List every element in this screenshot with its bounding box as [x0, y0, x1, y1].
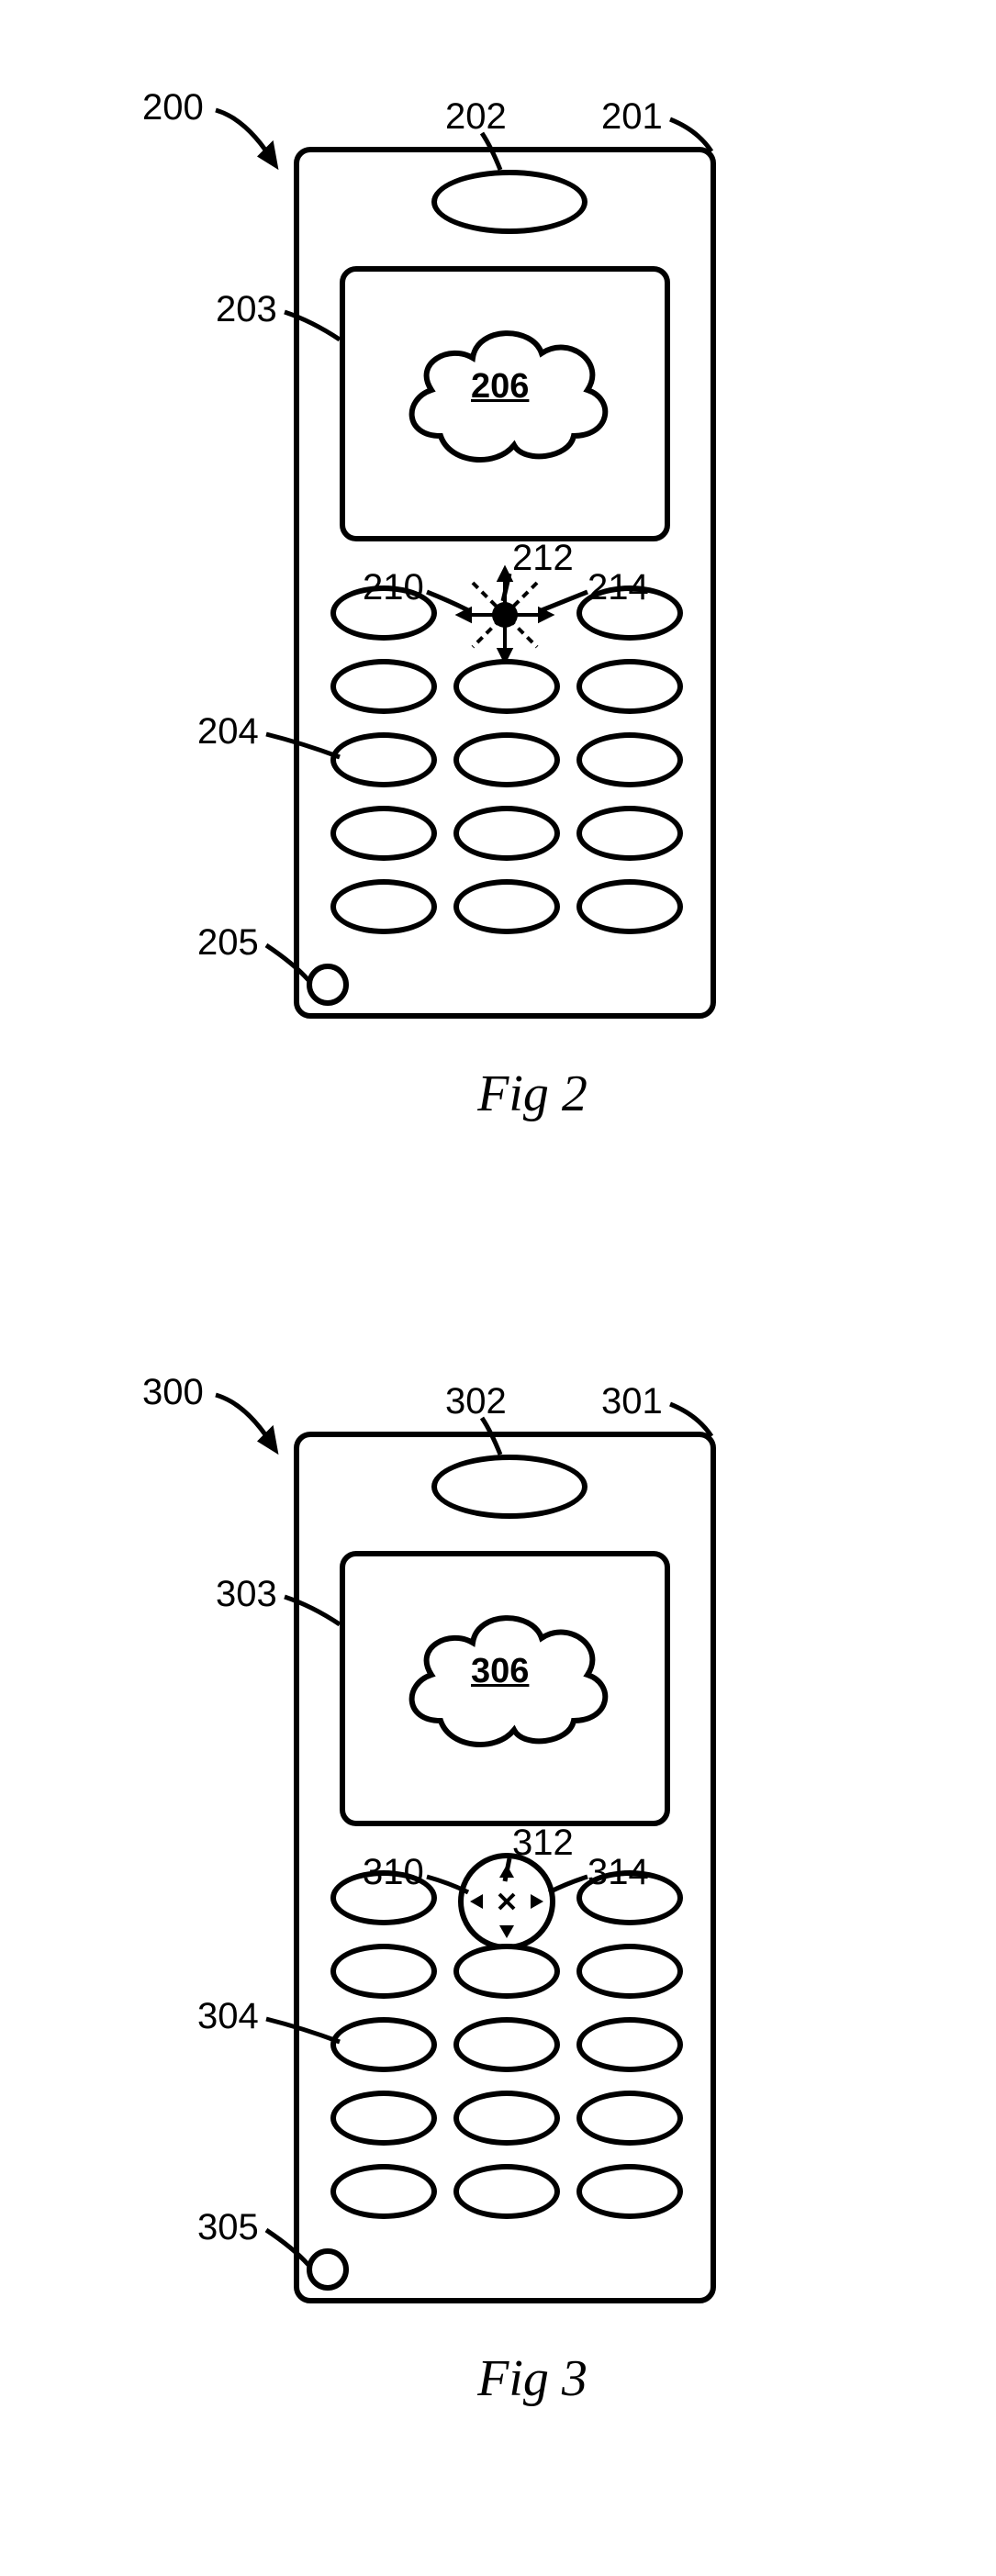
mic-fig3 — [307, 2248, 349, 2291]
key-fig3 — [576, 1944, 683, 1999]
ref-202: 202 — [445, 96, 507, 138]
key-fig3 — [330, 2164, 437, 2219]
key-fig2 — [576, 806, 683, 861]
key-fig3 — [453, 2017, 560, 2072]
key-fig3 — [576, 2091, 683, 2146]
speaker-fig3 — [431, 1455, 588, 1519]
ref-210: 210 — [363, 567, 424, 608]
ref-204: 204 — [197, 711, 259, 753]
figure-3: 306 Fig 3 300 — [0, 1312, 996, 2505]
ref-305: 305 — [197, 2207, 259, 2248]
figure-2: 206 — [0, 28, 996, 1221]
ref-301: 301 — [601, 1381, 663, 1422]
key-fig3 — [453, 1944, 560, 1999]
mic-fig2 — [307, 964, 349, 1006]
key-fig3 — [576, 2017, 683, 2072]
key-fig2 — [330, 659, 437, 714]
ref-304: 304 — [197, 1996, 259, 2037]
key-fig3 — [330, 2017, 437, 2072]
ref-302: 302 — [445, 1381, 507, 1422]
key-fig2 — [576, 879, 683, 934]
ref-300: 300 — [142, 1372, 204, 1413]
key-fig3 — [453, 2164, 560, 2219]
ref-310: 310 — [363, 1852, 424, 1893]
cloud-label-fig3: 306 — [471, 1652, 529, 1691]
ref-203: 203 — [216, 289, 277, 330]
figure-caption-fig3: Fig 3 — [395, 2349, 670, 2408]
key-fig2 — [330, 732, 437, 787]
cloud-label-fig2: 206 — [471, 367, 529, 407]
key-fig2 — [453, 659, 560, 714]
ref-200: 200 — [142, 87, 204, 128]
key-fig2 — [453, 806, 560, 861]
key-fig3 — [576, 2164, 683, 2219]
page: 206 — [0, 0, 996, 2576]
speaker-fig2 — [431, 170, 588, 234]
key-fig3 — [330, 1944, 437, 1999]
key-fig2 — [453, 732, 560, 787]
ref-201: 201 — [601, 96, 663, 138]
key-fig2 — [330, 879, 437, 934]
nav-dpad-fig3 — [457, 1852, 556, 1951]
ref-303: 303 — [216, 1574, 277, 1615]
key-fig3 — [330, 2091, 437, 2146]
ref-314: 314 — [588, 1852, 649, 1893]
key-fig2 — [576, 732, 683, 787]
figure-caption-fig2: Fig 2 — [395, 1065, 670, 1123]
ref-214: 214 — [588, 567, 649, 608]
ref-312: 312 — [512, 1823, 574, 1864]
key-fig2 — [453, 879, 560, 934]
key-fig2 — [330, 806, 437, 861]
key-fig3 — [453, 2091, 560, 2146]
ref-212: 212 — [512, 538, 574, 579]
ref-205: 205 — [197, 922, 259, 964]
key-fig2 — [576, 659, 683, 714]
